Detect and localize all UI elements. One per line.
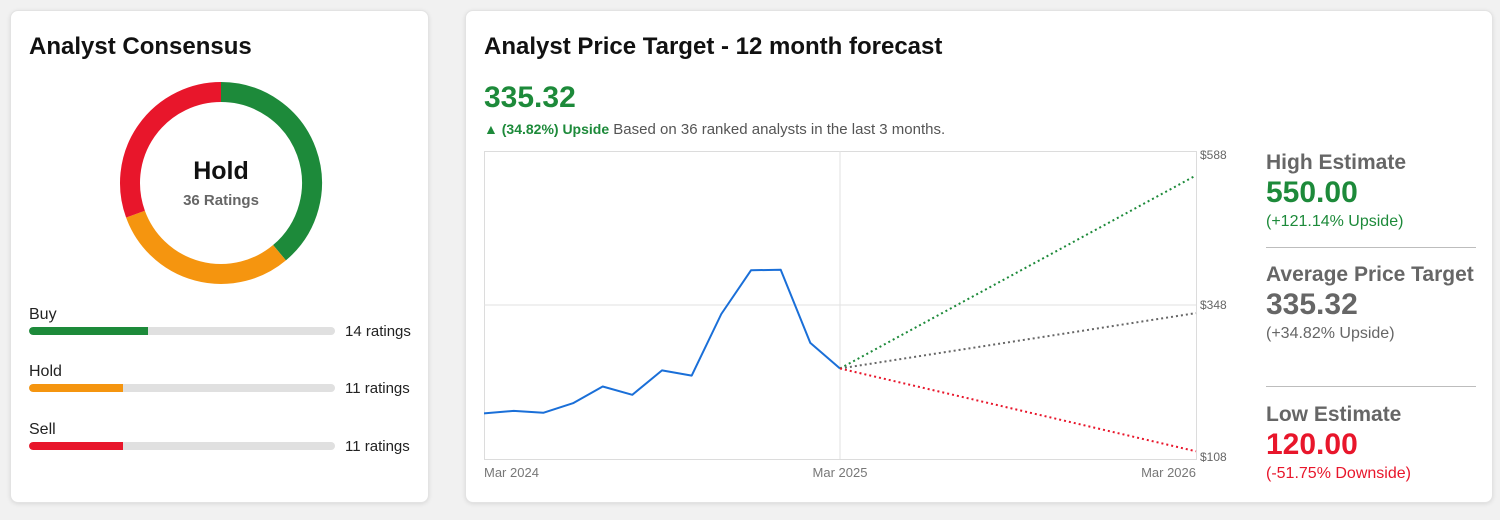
y-tick-label: $108 [1200,450,1227,464]
rating-row-hold: Hold 11 ratings [29,363,419,403]
average-estimate-value: 335.32 [1266,288,1358,321]
y-tick-label: $348 [1200,298,1227,312]
ratings-total: 36 Ratings [183,192,259,209]
average-price-target: 335.32 [484,81,576,114]
low-estimate-title: Low Estimate [1266,403,1402,426]
price-history-line [484,268,841,415]
rating-label-hold: Hold [29,363,62,380]
high-estimate-value: 550.00 [1266,176,1358,209]
donut-center: Hold 36 Ratings [119,81,323,285]
high-estimate-title: High Estimate [1266,151,1407,174]
donut-slice-buy [220,82,322,261]
estimate-divider [1266,247,1476,248]
rating-count-buy: 14 ratings [345,323,411,340]
upside-line: ▲ (34.82%) Upside Based on 36 ranked ana… [484,121,945,138]
low-estimate: Low Estimate 120.00 (-51.75% Downside) [1266,401,1476,486]
donut-slice-hold [126,210,286,284]
average-estimate-title: Average Price Target [1266,263,1474,286]
forecast-line-3 [839,367,1197,453]
rating-row-sell: Sell 11 ratings [29,421,419,461]
low-estimate-value: 120.00 [1266,428,1358,461]
price-target-title: Analyst Price Target - 12 month forecast [484,33,943,60]
forecast-line-2 [839,312,1197,370]
y-tick-label: $588 [1200,149,1227,162]
estimate-divider [1266,386,1476,387]
price-target-card: Analyst Price Target - 12 month forecast… [465,10,1493,503]
upside-note: Based on 36 ranked analysts in the last … [613,121,946,138]
low-estimate-change: (-51.75% Downside) [1266,465,1411,482]
rating-count-sell: 11 ratings [345,438,410,455]
forecast-line-1 [839,174,1197,370]
average-estimate-change: (+34.82% Upside) [1266,325,1395,342]
high-estimate: High Estimate 550.00 (+121.14% Upside) [1266,149,1476,234]
upside-badge: ▲ (34.82%) Upside [484,121,610,137]
rating-label-sell: Sell [29,421,56,438]
rating-fill-buy [29,327,148,335]
consensus-rating: Hold [193,157,249,185]
rating-count-hold: 11 ratings [345,380,410,397]
analyst-consensus-card: Analyst Consensus Hold 36 Ratings Buy 14… [10,10,429,503]
rating-row-buy: Buy 14 ratings [29,306,419,346]
x-tick-label: Mar 2025 [813,465,868,480]
consensus-title: Analyst Consensus [29,33,252,60]
x-tick-label: Mar 2024 [484,465,539,480]
rating-fill-hold [29,384,123,392]
rating-bar-hold [29,384,335,392]
consensus-donut-chart [120,82,322,284]
average-estimate: Average Price Target 335.32 (+34.82% Ups… [1266,261,1476,346]
price-target-chart: $588 $348 $108 Mar 2024 Mar 2025 Mar 2026 [484,149,1227,480]
rating-label-buy: Buy [29,306,57,323]
high-estimate-change: (+121.14% Upside) [1266,213,1404,230]
rating-bar-buy [29,327,335,335]
rating-bar-sell [29,442,335,450]
x-tick-label: Mar 2026 [1141,465,1196,480]
rating-fill-sell [29,442,123,450]
donut-slice-sell [120,82,222,218]
